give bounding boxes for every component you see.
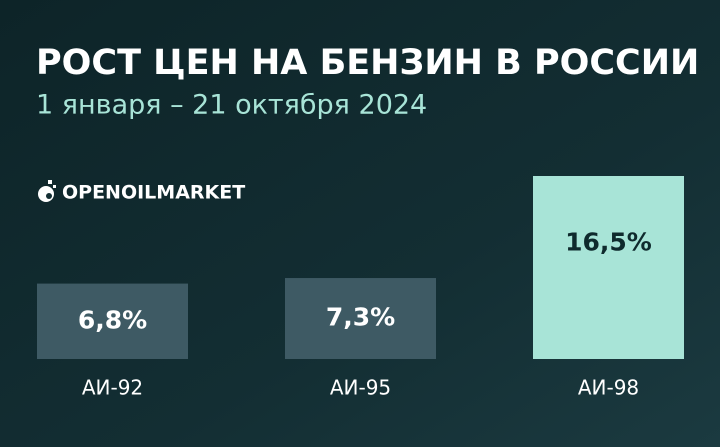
chart-subtitle: 1 января – 21 октября 2024: [36, 90, 427, 121]
logo-pixel: [53, 185, 56, 188]
value-label: 6,8%: [78, 305, 147, 334]
bar: [285, 278, 436, 359]
bar: [533, 176, 684, 359]
logo-pixel: [48, 180, 52, 184]
logo-icon-hole: [46, 193, 52, 199]
brand-name: OPENOILMARKET: [62, 182, 245, 204]
chart-title: РОСТ ЦЕН НА БЕНЗИН В РОССИИ: [36, 43, 699, 83]
brand-logo: OPENOILMARKET: [38, 180, 245, 204]
value-label: 16,5%: [565, 228, 652, 257]
value-label: 7,3%: [326, 303, 395, 332]
logo-icon: [38, 186, 54, 202]
x-tick-label: АИ-92: [82, 376, 143, 400]
bar: [37, 283, 188, 359]
x-tick-label: АИ-98: [578, 376, 639, 400]
x-tick-label: АИ-95: [330, 376, 391, 400]
